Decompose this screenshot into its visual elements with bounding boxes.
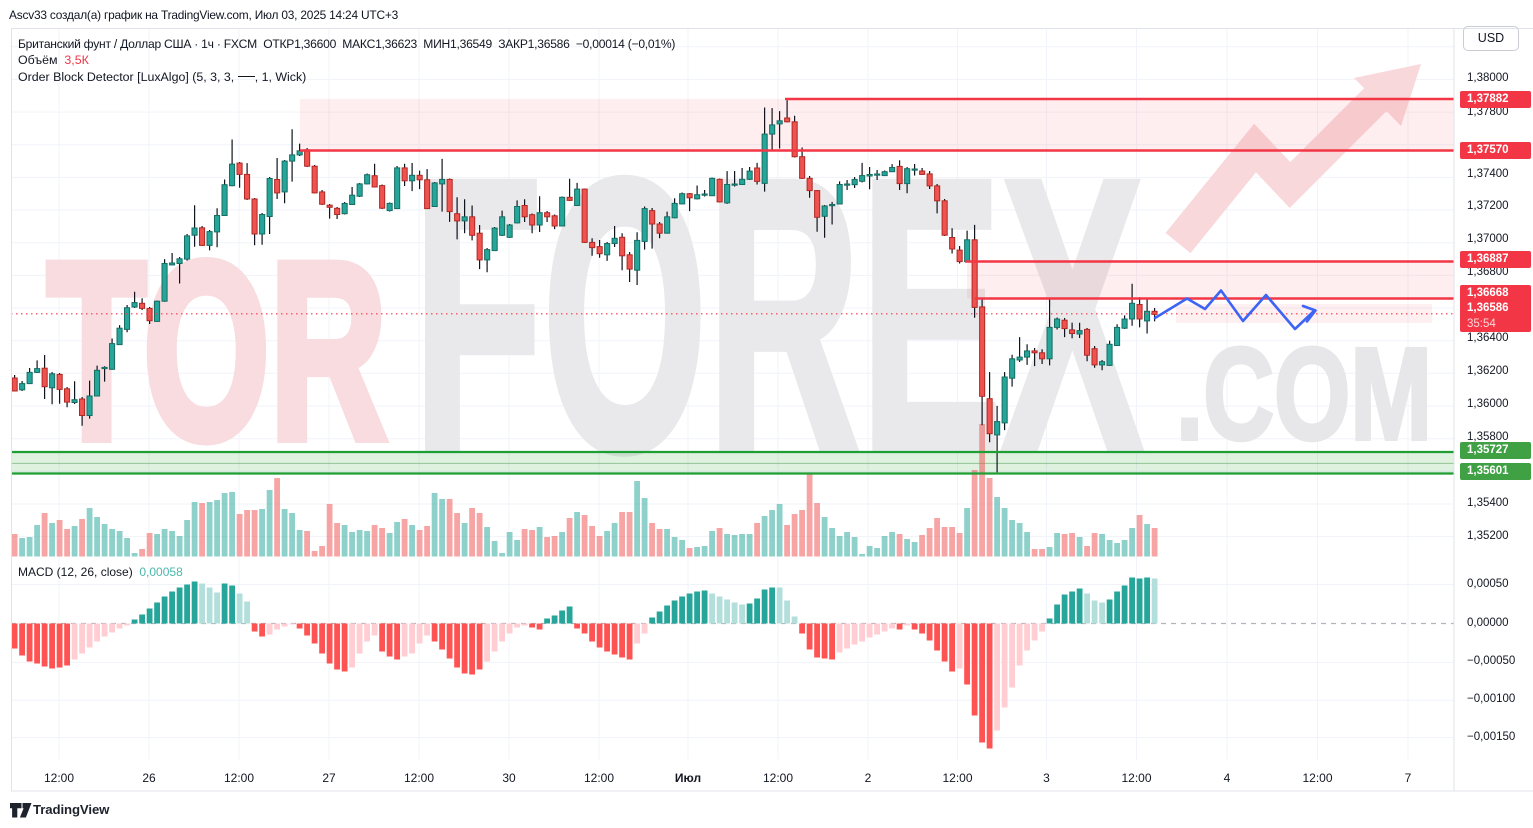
svg-text:TOR: TOR <box>47 211 387 492</box>
svg-text:.COM: .COM <box>1176 320 1432 467</box>
svg-text:FOREX: FOREX <box>413 100 1144 532</box>
